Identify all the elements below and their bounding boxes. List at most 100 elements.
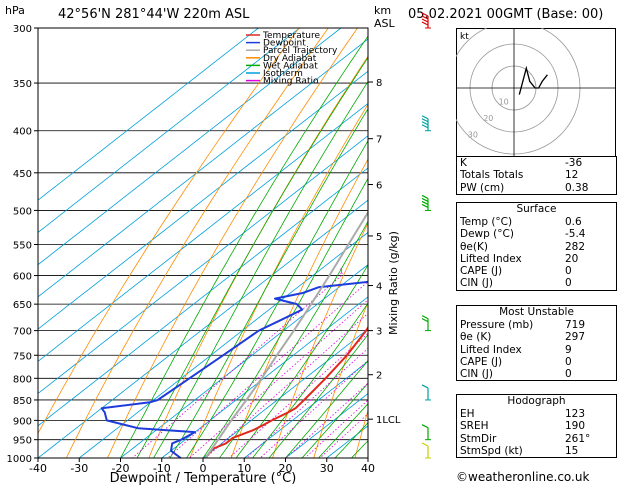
index-value: 0.38 xyxy=(565,181,589,194)
most-unstable-label: CIN (J) xyxy=(460,368,493,381)
most-unstable-value: 0 xyxy=(565,355,572,368)
legend-label: Parcel Trajectory xyxy=(263,46,338,56)
mixing-ratio-label: 1 xyxy=(339,268,343,276)
hodograph-ring-label: 30 xyxy=(468,131,478,140)
mixing-ratio-line xyxy=(167,281,368,458)
isotherm-line xyxy=(38,70,368,330)
dry-adiabat-line xyxy=(189,103,368,458)
most-unstable-value: 9 xyxy=(565,343,572,356)
x-tick-label: 30 xyxy=(320,462,334,475)
most-unstable-row: CAPE (J) 0 xyxy=(457,356,616,368)
hodograph-label: EH xyxy=(460,408,475,420)
index-value: 12 xyxy=(565,169,579,182)
km-tick-label: 7 xyxy=(376,135,382,146)
wet-adiabat-line xyxy=(235,264,368,458)
y-tick-label: 600 xyxy=(13,272,32,283)
wet-adiabat-line xyxy=(318,403,368,458)
wet-adiabat-line xyxy=(268,333,368,458)
wet-adiabat-line xyxy=(219,220,368,458)
surface-label: CAPE (J) xyxy=(460,265,503,278)
most-unstable-value: 719 xyxy=(565,319,586,331)
surface-value: 0 xyxy=(565,277,572,290)
legend-label: Dewpoint xyxy=(263,39,306,49)
wet-adiabat-line xyxy=(186,140,368,458)
x-tick-label: -40 xyxy=(29,462,47,475)
x-tick-label: -30 xyxy=(70,462,88,475)
x-tick-label: -10 xyxy=(153,462,171,475)
mixing-ratio-line xyxy=(246,347,368,458)
surface-label: θe(K) xyxy=(460,240,488,253)
wind-barb xyxy=(421,115,431,132)
x-tick-label: 10 xyxy=(237,462,251,475)
wind-barb xyxy=(421,12,431,29)
surface-row: θe(K) 282 xyxy=(457,241,616,253)
hodograph-table: Hodograph EH 123 SREH 190 StmDir 261° StmSpd (… xyxy=(456,394,617,459)
asl-label: ASL xyxy=(374,17,395,30)
y-tick-label: 300 xyxy=(13,24,32,35)
y-tick-label: 1000 xyxy=(7,454,32,465)
hodograph-ring-label: 20 xyxy=(483,114,493,123)
surface-value: -5.4 xyxy=(565,228,586,241)
index-label: K xyxy=(460,157,467,169)
location-label: 42°56'N 281°44'W 220m ASL xyxy=(58,7,250,22)
isotherm-line xyxy=(120,264,368,458)
mixing-ratio-axis-label: Mixing Ratio (g/kg) xyxy=(387,231,400,335)
mixing-ratio-line xyxy=(228,332,368,458)
hodograph-value: 261° xyxy=(565,432,591,445)
dry-adiabat-line xyxy=(148,55,368,458)
hodograph-row: StmSpd (kt) 15 xyxy=(457,445,616,457)
hodograph-table-title: Hodograph xyxy=(507,395,566,407)
most-unstable-panel: Most Unstable Pressure (mb) 719 θe (K) 297 L… xyxy=(456,305,617,382)
y-tick-label: 650 xyxy=(13,300,32,311)
most-unstable-row: CIN (J) 0 xyxy=(457,368,616,380)
km-tick-label: 8 xyxy=(376,78,382,89)
hodograph-label: SREH xyxy=(460,420,489,433)
y-tick-label: 450 xyxy=(13,169,32,180)
legend-label: Temperature xyxy=(262,31,320,41)
surface-value: 0 xyxy=(565,265,572,278)
isotherm-line xyxy=(202,328,368,458)
hodograph-ring-label: 10 xyxy=(499,98,509,107)
x-tick-label: 0 xyxy=(200,462,207,475)
indices-panel: K -36 Totals Totals 12 PW (cm) 0.38 xyxy=(456,156,617,195)
surface-row: CIN (J) 0 xyxy=(457,277,616,289)
y-tick-label: 950 xyxy=(13,436,32,447)
most-unstable-label: Pressure (mb) xyxy=(460,319,534,331)
wind-barb xyxy=(421,424,431,441)
km-tick-label: 6 xyxy=(376,181,382,192)
legend-label: Mixing Ratio xyxy=(263,77,319,87)
y-tick-label: 700 xyxy=(13,327,32,338)
hodograph: 10 20 30 kt xyxy=(456,28,616,158)
isotherm-line xyxy=(38,28,342,266)
temperature-series xyxy=(204,325,368,458)
index-row: PW (cm) 0.38 xyxy=(457,182,616,194)
mixing-ratio-line xyxy=(189,299,368,458)
isotherm-line xyxy=(161,296,368,458)
parcel-trajectory-series xyxy=(204,210,368,458)
mixing-ratio-line xyxy=(205,312,368,458)
hodograph-value: 15 xyxy=(565,444,579,457)
hodograph-label: StmSpd (kt) xyxy=(460,444,523,457)
dry-adiabat-line xyxy=(354,409,368,458)
x-tick-label: 40 xyxy=(361,462,375,475)
hodograph-value: 123 xyxy=(565,408,586,420)
km-tick-label: 3 xyxy=(376,327,382,338)
isotherm-line xyxy=(38,199,368,458)
surface-value: 0.6 xyxy=(565,216,582,228)
hodograph-label: StmDir xyxy=(460,432,497,445)
x-tick-label: 20 xyxy=(279,462,293,475)
wet-adiabat-line xyxy=(285,359,368,458)
wet-adiabat-line xyxy=(169,108,368,458)
most-unstable-label: Lifted Index xyxy=(460,343,522,356)
hodograph-row: SREH 190 xyxy=(457,420,616,432)
surface-label: Dewp (°C) xyxy=(460,228,514,241)
isotherm-line xyxy=(38,38,368,298)
isotherm-line xyxy=(38,28,300,233)
y-tick-label: 400 xyxy=(13,127,32,138)
hpa-label: hPa xyxy=(5,4,25,17)
wind-barb xyxy=(421,194,431,211)
most-unstable-label: CAPE (J) xyxy=(460,355,503,368)
copyright-icon: © xyxy=(456,470,468,484)
surface-value: 20 xyxy=(565,252,579,265)
